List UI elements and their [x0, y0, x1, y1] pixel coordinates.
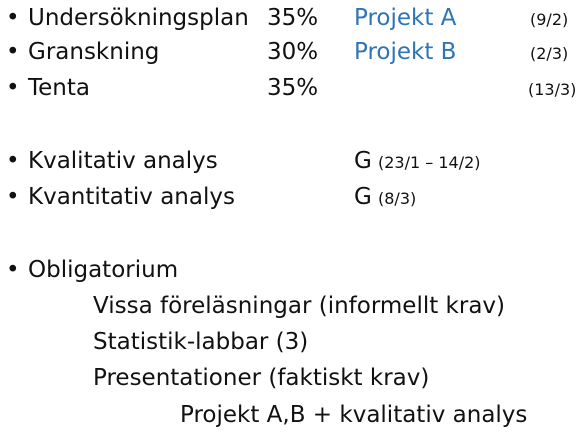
grade-item-percent: 35% — [267, 5, 319, 31]
analysis-item-grade: G — [354, 148, 372, 174]
mandatory-subitem: Projekt A,B + kvalitativ analys — [180, 402, 528, 428]
grade-item-percent: 30% — [267, 39, 319, 65]
mandatory-item: Statistik-labbar (3) — [93, 329, 309, 355]
analysis-item-grade: G — [354, 184, 372, 210]
analysis-item-date: (8/3) — [378, 189, 417, 208]
analysis-item-label: Kvalitativ analys — [28, 148, 218, 174]
grade-item-date: (2/3) — [530, 44, 569, 63]
bullet-icon: • — [6, 257, 20, 283]
bullet-icon: • — [6, 39, 20, 65]
mandatory-item: Presentationer (faktiskt krav) — [93, 365, 430, 391]
grade-item-percent: 35% — [267, 75, 319, 101]
project-b-link[interactable]: Projekt B — [354, 39, 457, 65]
grade-item-label: Undersökningsplan — [28, 5, 249, 31]
bullet-icon: • — [6, 148, 20, 174]
grade-item-date: (9/2) — [530, 10, 569, 29]
bullet-icon: • — [6, 75, 20, 101]
grade-item-date: (13/3) — [528, 80, 577, 99]
analysis-item-label: Kvantitativ analys — [28, 184, 235, 210]
analysis-item-date: (23/1 – 14/2) — [378, 153, 481, 172]
bullet-icon: • — [6, 184, 20, 210]
project-a-link[interactable]: Projekt A — [354, 5, 457, 31]
bullet-icon: • — [6, 5, 20, 31]
grade-item-label: Granskning — [28, 39, 160, 65]
mandatory-title: Obligatorium — [28, 257, 179, 283]
mandatory-item: Vissa föreläsningar (informellt krav) — [93, 293, 506, 319]
grade-item-label: Tenta — [28, 75, 90, 101]
